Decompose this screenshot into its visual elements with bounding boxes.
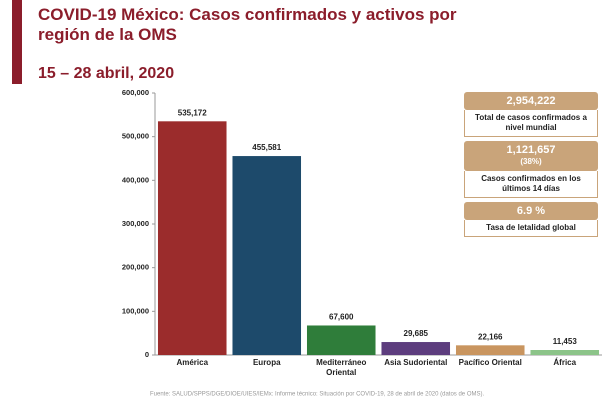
bar <box>232 156 302 355</box>
summary-caption: Total de casos confirmados a nivel mundi… <box>464 110 598 137</box>
value-label: 29,685 <box>404 329 429 338</box>
x-tick-label: África <box>553 358 577 367</box>
figure-line: 1,121,657 <box>506 144 556 156</box>
y-tick-label: 500,000 <box>122 132 149 141</box>
summary-caption: Tasa de letalidad global <box>464 220 598 237</box>
summary-caption: Casos confirmados en los últimos 14 días <box>464 171 598 198</box>
source: Fuente: SALUD/SPPS/DGE/DIOE/UIES/IEMx: I… <box>150 392 484 398</box>
bar <box>306 325 376 355</box>
value-label: 455,581 <box>252 143 281 152</box>
value-label: 67,600 <box>329 313 354 322</box>
bar <box>455 345 525 355</box>
y-tick-label: 400,000 <box>122 175 149 184</box>
y-tick-label: 0 <box>145 350 149 359</box>
x-tick-label: Asia Sudoriental <box>384 358 448 367</box>
accent-bar <box>12 0 22 84</box>
y-tick-label: 100,000 <box>122 306 149 315</box>
chart-subtitle: 15 – 28 abril, 2020 <box>38 65 174 82</box>
bar <box>381 342 451 355</box>
x-tick-label: América <box>176 358 209 367</box>
x-tick-label: Mediterráneo Oriental <box>316 358 367 377</box>
chart-title: COVID-19 México: Casos confirmados y act… <box>38 5 457 44</box>
value-label: 11,453 <box>553 337 578 346</box>
y-tick-label: 300,000 <box>122 219 149 228</box>
figure-line: 6.9 % <box>516 205 546 217</box>
summary-box: 2,954,222 Total de casos confirmados a ni… <box>464 92 598 137</box>
value-label: 22,166 <box>478 332 503 341</box>
bar <box>530 349 600 355</box>
figure-line: 2,954,222 <box>506 95 556 107</box>
summary-box: 6.9 % Tasa de letalidad global <box>464 202 598 237</box>
x-tick-label: Pacífico Oriental <box>458 358 522 367</box>
bar <box>157 121 227 355</box>
summary-figure: 2,954,222 <box>464 92 598 110</box>
x-tick-label: Europa <box>252 358 281 367</box>
y-tick-label: 600,000 <box>122 88 149 97</box>
summary-figure: 1,121,657 (38%) <box>464 141 598 171</box>
figure-line: (38%) <box>520 157 542 166</box>
y-tick-label: 200,000 <box>122 263 149 272</box>
summary-box: 1,121,657 (38%) Casos confirmados en los ú… <box>464 141 598 198</box>
value-label: 535,172 <box>178 108 207 117</box>
summary-figure: 6.9 % <box>464 202 598 220</box>
